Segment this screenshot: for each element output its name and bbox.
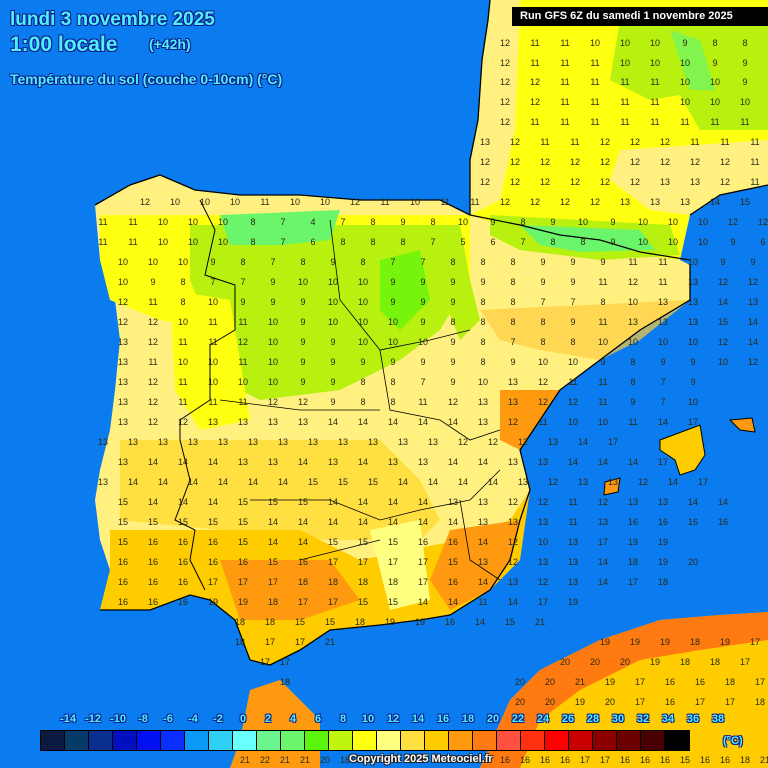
legend-tick: -4 (188, 713, 198, 725)
legend-tick: 38 (711, 713, 725, 725)
forecast-offset: (+42h) (149, 36, 191, 52)
legend-swatch (521, 731, 545, 750)
legend-tick: 6 (314, 713, 322, 725)
legend-swatch (377, 731, 401, 750)
legend-swatch (137, 731, 161, 750)
legend-tick: 14 (411, 713, 425, 725)
legend-tick: 0 (239, 713, 247, 725)
legend-tick: 20 (486, 713, 500, 725)
legend-swatch (185, 731, 209, 750)
regional-borders (219, 219, 501, 581)
legend-tick: -6 (163, 713, 173, 725)
legend-tick: -12 (85, 713, 101, 725)
legend-ticks: -14 -12 -10 -8 -6 -4 -2 0 2 4 6 8 10 12 14 16 18 20 22 24 26… (0, 713, 768, 729)
legend-swatch (617, 731, 641, 750)
legend-tick: -8 (138, 713, 148, 725)
north-africa-coast (480, 612, 768, 768)
border-portugal-spain (174, 199, 236, 591)
legend-swatch (281, 731, 305, 750)
legend-tick: 16 (436, 713, 450, 725)
legend-unit: (°C) (723, 735, 743, 747)
legend-tick: 32 (636, 713, 650, 725)
legend-swatch (569, 731, 593, 750)
legend-tick: -14 (60, 713, 76, 725)
legend-tick: 26 (561, 713, 575, 725)
legend-tick: 24 (536, 713, 550, 725)
coastline-iberia (94, 174, 691, 666)
aragon-orange (480, 300, 690, 360)
mallorca (659, 424, 706, 476)
legend-swatch (233, 731, 257, 750)
legend-swatch (113, 731, 137, 750)
france-east-green-dark (670, 30, 715, 90)
parameter-title: Température du sol (couche 0-10cm) (°C) (10, 71, 283, 87)
coastline-france (469, 0, 768, 216)
france-southeast (610, 140, 768, 215)
ibiza (603, 477, 621, 496)
legend-swatch (257, 731, 281, 750)
legend-tick: 28 (586, 713, 600, 725)
legend-swatch (641, 731, 665, 750)
legend-swatch (329, 731, 353, 750)
legend-swatch (209, 731, 233, 750)
legend-tick: 18 (461, 713, 475, 725)
center-orange (120, 440, 440, 540)
copyright: Copyright 2025 Meteociel.fr (349, 753, 493, 765)
france-coast-strip (470, 0, 520, 215)
legend-swatch (449, 731, 473, 750)
castile-green-dark (380, 250, 430, 330)
cantabria-green-dark (220, 210, 340, 245)
legend-tick: 8 (339, 713, 347, 725)
legend-swatch (473, 731, 497, 750)
color-legend (40, 730, 690, 751)
legend-swatch (89, 731, 113, 750)
legend-swatch (593, 731, 617, 750)
legend-tick: 4 (289, 713, 297, 725)
legend-tick: 2 (264, 713, 272, 725)
legend-swatch (65, 731, 89, 750)
legend-swatch (161, 731, 185, 750)
valencia-dark-orange (500, 390, 560, 450)
legend-swatch (665, 731, 689, 750)
legend-tick: -10 (110, 713, 126, 725)
sierra-yellow (370, 520, 430, 610)
murcia-dark-orange (430, 520, 520, 610)
menorca (728, 417, 756, 433)
andalusia-dark-orange (220, 560, 360, 620)
legend-tick: 10 (361, 713, 375, 725)
legend-swatch (41, 731, 65, 750)
legend-tick: -2 (213, 713, 223, 725)
forecast-time: 1:00 locale (10, 33, 118, 56)
legend-tick: 34 (661, 713, 675, 725)
forecast-date: lundi 3 novembre 2025 (10, 9, 215, 30)
legend-tick: 30 (611, 713, 625, 725)
run-banner: Run GFS 6Z du samedi 1 novembre 2025 (512, 7, 768, 26)
legend-swatch (305, 731, 329, 750)
legend-tick: 22 (511, 713, 525, 725)
legend-tick: 36 (686, 713, 700, 725)
legend-swatch (425, 731, 449, 750)
legend-swatch (545, 731, 569, 750)
north-africa-algeria (480, 612, 768, 768)
border-france-spain (469, 214, 691, 261)
legend-swatch (353, 731, 377, 750)
legend-swatch (401, 731, 425, 750)
legend-tick: 12 (386, 713, 400, 725)
ebro-green (440, 280, 480, 340)
legend-swatch (497, 731, 521, 750)
